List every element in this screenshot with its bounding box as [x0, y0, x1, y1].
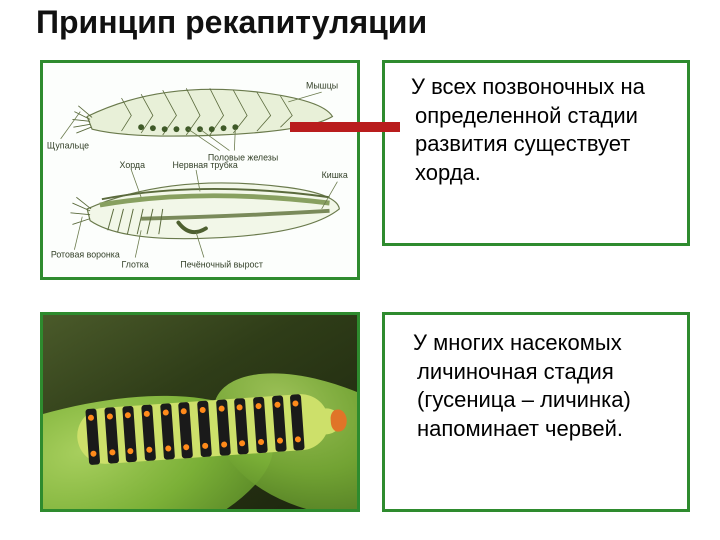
accent-bar	[290, 122, 400, 132]
label-muscles: Мышцы	[306, 80, 338, 90]
caterpillar-dot	[109, 449, 115, 455]
caterpillar-dot	[218, 405, 224, 411]
caterpillar-dot	[221, 441, 227, 447]
text-larva: У многих насекомых личиночная стадия (гу…	[403, 329, 675, 443]
text-panel-chordate: У всех позвоночных на определенной стади…	[382, 60, 690, 246]
page-title: Принцип рекапитуляции	[36, 4, 427, 41]
label-tentacle: Щупальце	[47, 141, 89, 151]
label-neural-tube: Нервная трубка	[173, 160, 238, 170]
caterpillar-dot	[274, 402, 280, 408]
label-pharynx: Глотка	[122, 259, 149, 269]
label-notochord: Хорда	[120, 160, 146, 170]
caterpillar-dot	[106, 413, 112, 419]
lancelet-diagram: Щупальце Половые железы Мышцы Ротовая во…	[43, 63, 357, 277]
caterpillar-dot	[276, 437, 282, 443]
text-chordate: У всех позвоночных на определенной стади…	[401, 73, 673, 187]
label-oral-funnel: Ротовая воронка	[51, 250, 120, 260]
diagram-panel: Щупальце Половые железы Мышцы Ротовая во…	[40, 60, 360, 280]
label-gut: Кишка	[322, 170, 348, 180]
caterpillar-dot	[165, 445, 171, 451]
text-panel-larva: У многих насекомых личиночная стадия (гу…	[382, 312, 690, 512]
label-hepatic: Печёночный вырост	[180, 259, 262, 269]
caterpillar-dot	[162, 409, 168, 415]
caterpillar-photo	[40, 312, 360, 512]
